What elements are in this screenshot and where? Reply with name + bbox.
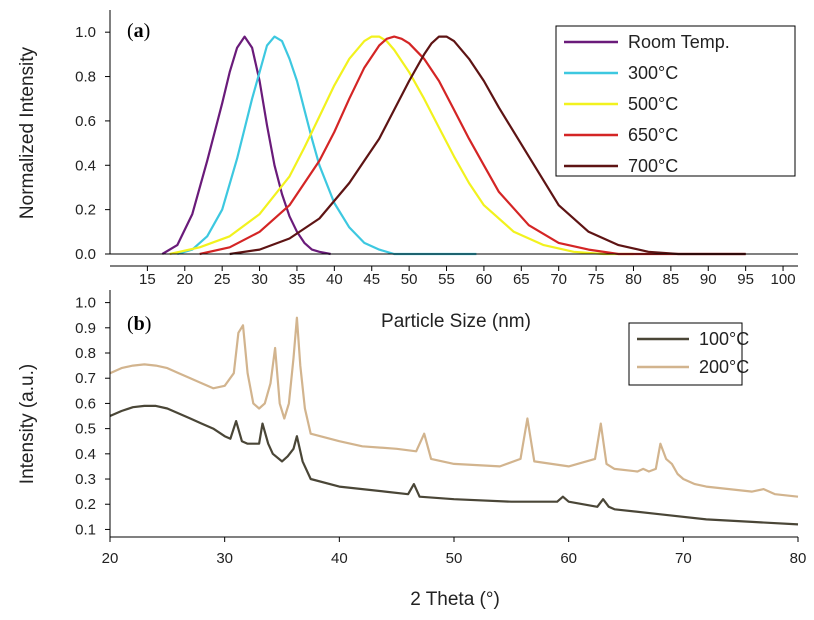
y-tick-label: 0.9	[75, 320, 96, 337]
x-tick-label: 50	[401, 271, 418, 288]
x-tick-label: 25	[214, 271, 231, 288]
legend-label: 650°C	[628, 125, 678, 145]
panel-b-legend: 100°C 200°C	[628, 322, 749, 386]
y-tick-label: 0.1	[75, 521, 96, 538]
x-tick-label: 45	[363, 271, 380, 288]
legend-box	[555, 25, 796, 177]
x-tick-label: 60	[476, 271, 493, 288]
series-line-a-0	[161, 35, 331, 256]
panel-b-x-axis-title: 2 Theta (°)	[410, 589, 500, 610]
y-tick-label: 0.2	[75, 496, 96, 513]
x-tick-label: 40	[326, 271, 343, 288]
x-tick-label: 70	[550, 271, 567, 288]
panel-a-label: (a)	[127, 20, 150, 42]
panel-a-series	[161, 35, 746, 256]
legend-label: Room Temp.	[628, 32, 730, 52]
x-tick-label: 55	[438, 271, 455, 288]
x-tick-label: 75	[588, 271, 605, 288]
legend-label: 700°C	[628, 156, 678, 176]
y-tick-label: 0.2	[75, 202, 96, 219]
y-tick-label: 0.6	[75, 113, 96, 130]
x-tick-label: 65	[513, 271, 530, 288]
x-tick-label: 100	[771, 271, 796, 288]
y-tick-label: 0.7	[75, 370, 96, 387]
x-tick-label: 70	[675, 550, 692, 567]
legend-label: 300°C	[628, 63, 678, 83]
x-tick-label: 90	[700, 271, 717, 288]
series-line-a-1	[176, 35, 477, 256]
y-tick-label: 0.8	[75, 345, 96, 362]
series-line-b-0	[109, 404, 799, 526]
panel-b-y-axis-title: Intensity (a.u.)	[17, 364, 38, 484]
y-tick-label: 1.0	[75, 24, 96, 41]
y-tick-label: 0.6	[75, 395, 96, 412]
x-tick-label: 40	[331, 550, 348, 567]
series-line-b-1	[109, 316, 799, 498]
panel-b-label: (b)	[127, 313, 151, 335]
legend-label: 500°C	[628, 94, 678, 114]
y-tick-label: 1.0	[75, 295, 96, 312]
series-line-a-4	[229, 35, 746, 256]
y-tick-label: 0.3	[75, 471, 96, 488]
y-tick-label: 0.4	[75, 157, 96, 174]
x-tick-label: 30	[216, 550, 233, 567]
x-tick-label: 80	[625, 271, 642, 288]
y-tick-label: 0.0	[75, 246, 96, 263]
y-tick-label: 0.5	[75, 421, 96, 438]
panel-b-chart: 0.1 0.2 0.3 0.4 0.5 0.6 0.7 0.8 0.9 1.0 20 30 40 50 60…	[17, 290, 806, 610]
x-tick-label: 35	[289, 271, 306, 288]
legend-label: 200°C	[699, 357, 749, 377]
series-line-a-2	[169, 35, 634, 256]
panel-a-axes: 0.0 0.2 0.4 0.6 0.8 1.0 15 20 25 30 35 40 45 50 55 60 65…	[75, 10, 798, 288]
panel-a-x-axis-title: Particle Size (nm)	[381, 311, 531, 332]
legend-label: 100°C	[699, 329, 749, 349]
panel-a-y-axis-title: Normalized Intensity	[17, 46, 38, 219]
panel-b-axes: 0.1 0.2 0.3 0.4 0.5 0.6 0.7 0.8 0.9 1.0 20 30 40 50 60…	[75, 290, 806, 567]
x-tick-label: 20	[102, 550, 119, 567]
panel-b-series	[109, 316, 799, 526]
x-tick-label: 15	[139, 271, 156, 288]
x-tick-label: 20	[176, 271, 193, 288]
legend-box	[628, 322, 743, 386]
x-tick-label: 85	[663, 271, 680, 288]
x-tick-label: 60	[560, 550, 577, 567]
panel-a-chart: 0.0 0.2 0.4 0.6 0.8 1.0 15 20 25 30 35 40 45 50 55 60 65…	[17, 10, 798, 332]
series-line-a-3	[199, 35, 746, 256]
x-tick-label: 50	[446, 550, 463, 567]
y-tick-label: 0.4	[75, 446, 96, 463]
panel-a-legend: Room Temp. 300°C 500°C 650°C 700°C	[555, 25, 796, 177]
x-tick-label: 30	[251, 271, 268, 288]
y-tick-label: 0.8	[75, 69, 96, 86]
x-tick-label: 80	[790, 550, 807, 567]
x-tick-label: 95	[737, 271, 754, 288]
